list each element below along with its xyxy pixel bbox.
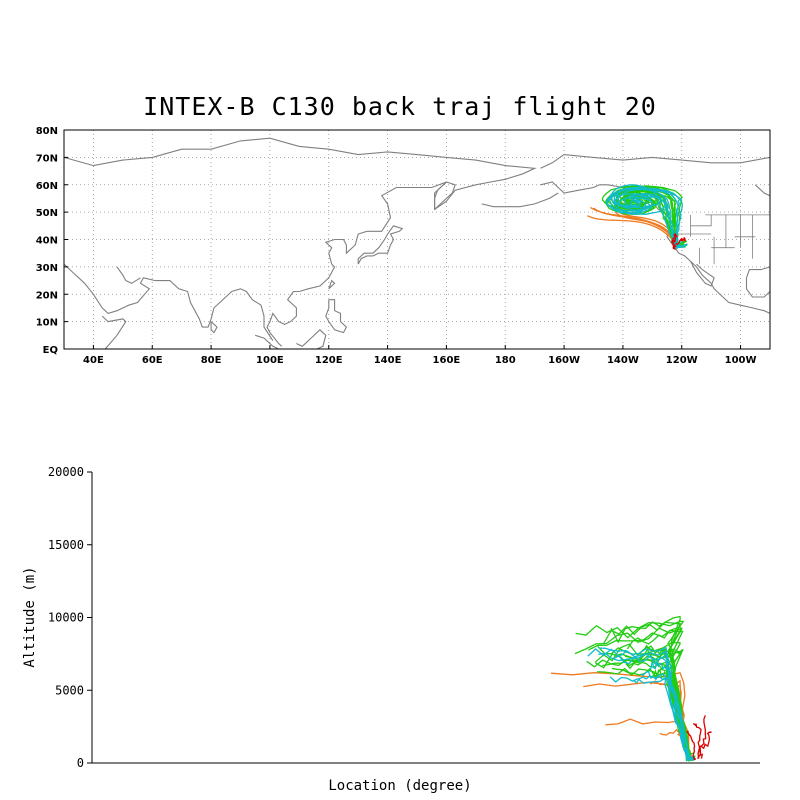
map-trajectory-swirl xyxy=(613,187,683,250)
altitude-tick-label: 15000 xyxy=(48,538,84,552)
coastline xyxy=(690,261,715,287)
coastline xyxy=(540,154,771,169)
coastline xyxy=(357,225,404,265)
altitude-trajectory-mid xyxy=(649,660,694,759)
coastline xyxy=(63,263,274,342)
map-trajectory-red xyxy=(672,243,677,251)
coastline xyxy=(754,184,771,197)
map-axis-labels: 80N 70N 60N 50N 40N 30N 20N 10N EQ 40E 60E 80E 100E 1… xyxy=(36,126,757,366)
map-trajectory-swirl xyxy=(610,184,686,249)
lat-tick-label: 60N xyxy=(36,181,58,192)
lat-tick-label: EQ xyxy=(43,345,58,356)
lon-tick-label: 40E xyxy=(83,355,104,366)
lon-tick-label: 140W xyxy=(607,355,639,366)
altitude-x-label: Location (degree) xyxy=(328,778,471,794)
lon-tick-label: 140E xyxy=(374,355,402,366)
lon-tick-label: 180 xyxy=(495,355,516,366)
altitude-axis-labels: 0 5000 10000 15000 20000 Location (degree) Alt… xyxy=(22,465,472,794)
altitude-trajectory-orange xyxy=(550,671,696,760)
lat-tick-label: 40N xyxy=(36,236,58,247)
coastline xyxy=(101,315,127,350)
altitude-tick-label: 5000 xyxy=(55,683,84,697)
lat-tick-label: 70N xyxy=(36,153,58,164)
coastline xyxy=(434,181,456,210)
map-trajectory-red xyxy=(675,236,686,246)
altitude-tick-label: 10000 xyxy=(48,611,84,625)
lat-tick-label: 50N xyxy=(36,208,58,219)
coastline xyxy=(63,137,537,347)
lon-tick-label: 60E xyxy=(142,355,163,366)
coastline xyxy=(481,192,559,208)
altitude-tick-label: 0 xyxy=(77,756,84,770)
lat-tick-label: 20N xyxy=(36,290,58,301)
altitude-tick-label: 20000 xyxy=(48,465,84,479)
map-trajectories xyxy=(587,184,688,251)
altitude-trajectory-red xyxy=(699,715,707,759)
map-ticks xyxy=(64,156,742,349)
altitude-trajectory-high xyxy=(575,620,692,759)
altitude-axes xyxy=(87,471,760,764)
lat-tick-label: 80N xyxy=(36,126,58,137)
altitude-trajectory-mid xyxy=(613,654,693,761)
lon-tick-label: 100E xyxy=(256,355,284,366)
lon-tick-label: 120E xyxy=(315,355,343,366)
lon-tick-label: 100W xyxy=(725,355,757,366)
altitude-trajectory-mid xyxy=(640,670,694,760)
map-coastlines xyxy=(63,137,771,350)
altitude-trajectories xyxy=(550,615,712,762)
coastline xyxy=(325,299,348,334)
map-gridlines xyxy=(64,130,770,349)
map-trajectory-long xyxy=(587,215,674,241)
lon-tick-label: 160E xyxy=(433,355,461,366)
map-trajectory-swirl xyxy=(614,188,684,249)
altitude-trajectory-mid xyxy=(598,646,696,762)
coastline xyxy=(210,321,218,334)
map-trajectory-red xyxy=(672,232,679,243)
coastline xyxy=(255,334,279,350)
lon-tick-label: 120W xyxy=(666,355,698,366)
lat-tick-label: 30N xyxy=(36,263,58,274)
coastline xyxy=(328,279,336,290)
coastline xyxy=(296,329,327,350)
lon-tick-label: 160W xyxy=(548,355,580,366)
chart-title: INTEX-B C130 back traj flight 20 xyxy=(143,92,657,121)
coastline xyxy=(116,266,141,284)
lat-tick-label: 10N xyxy=(36,318,58,329)
state-border xyxy=(690,214,712,227)
map-trajectory-red xyxy=(671,237,677,246)
altitude-trajectory-red xyxy=(686,730,697,761)
coastline xyxy=(745,266,771,298)
altitude-y-label: Altitude (m) xyxy=(22,566,38,667)
lon-tick-label: 80E xyxy=(201,355,222,366)
